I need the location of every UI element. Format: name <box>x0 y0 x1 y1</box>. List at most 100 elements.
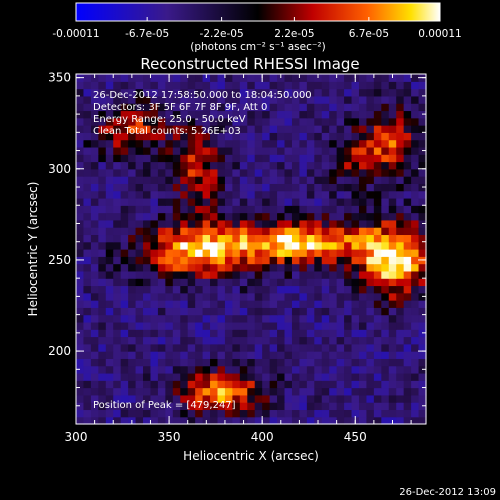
heatmap-pixel <box>239 176 248 184</box>
heatmap-pixel <box>98 365 107 374</box>
heatmap-pixel <box>83 190 92 199</box>
heatmap-pixel <box>128 205 137 214</box>
heatmap-pixel <box>396 110 405 119</box>
heatmap-pixel <box>262 227 271 236</box>
heatmap-pixel <box>403 161 412 170</box>
heatmap-pixel <box>321 212 330 221</box>
colorbar-tick-label: -0.00011 <box>52 28 99 40</box>
heatmap-pixel <box>157 212 166 221</box>
heatmap-pixel <box>165 227 174 236</box>
heatmap-pixel <box>329 125 338 133</box>
heatmap-pixel <box>366 351 375 359</box>
heatmap-pixel <box>239 351 248 359</box>
heatmap-pixel <box>135 256 144 265</box>
heatmap-pixel <box>150 343 159 352</box>
heatmap-pixel <box>291 314 301 323</box>
heatmap-pixel <box>329 132 338 141</box>
heatmap-pixel <box>157 409 166 418</box>
heatmap-pixel <box>165 197 174 206</box>
heatmap-pixel <box>373 125 382 133</box>
heatmap-pixel <box>396 278 405 287</box>
heatmap-pixel <box>336 81 345 90</box>
heatmap-pixel <box>329 256 338 265</box>
heatmap-pixel <box>411 270 420 279</box>
heatmap-pixel <box>210 125 219 133</box>
heatmap-pixel <box>187 117 196 126</box>
heatmap-pixel <box>128 285 137 294</box>
heatmap-pixel <box>105 307 114 316</box>
heatmap-pixel <box>306 183 315 192</box>
heatmap-pixel <box>217 110 226 119</box>
heatmap-pixel <box>314 402 323 411</box>
heatmap-pixel <box>344 300 353 308</box>
heatmap-pixel <box>284 278 293 287</box>
heatmap-pixel <box>254 139 263 148</box>
heatmap-pixel <box>254 285 263 294</box>
heatmap-pixel <box>128 234 137 243</box>
heatmap-pixel <box>210 285 219 294</box>
heatmap-pixel <box>128 88 137 97</box>
heatmap-pixel <box>381 110 390 119</box>
heatmap-pixel <box>299 168 308 177</box>
heatmap-pixel <box>202 183 211 192</box>
heatmap-pixel <box>217 154 226 163</box>
heatmap-pixel <box>150 183 159 192</box>
heatmap-pixel <box>247 117 256 126</box>
heatmap-pixel <box>143 336 152 345</box>
heatmap-pixel <box>172 197 181 206</box>
heatmap-pixel <box>381 329 390 338</box>
heatmap-pixel <box>403 183 412 192</box>
heatmap-pixel <box>202 402 211 411</box>
heatmap-pixel <box>277 161 286 170</box>
heatmap-pixel <box>314 394 323 403</box>
heatmap-pixel <box>180 132 189 141</box>
heatmap-pixel <box>254 351 263 359</box>
heatmap-pixel <box>120 321 129 330</box>
heatmap-pixel <box>366 358 375 367</box>
heatmap-pixel <box>76 278 85 287</box>
heatmap-pixel <box>381 176 390 184</box>
heatmap-pixel <box>202 197 211 206</box>
heatmap-pixel <box>336 219 345 228</box>
heatmap-pixel <box>411 212 420 221</box>
heatmap-pixel <box>210 190 219 199</box>
heatmap-pixel <box>83 146 92 155</box>
heatmap-pixel <box>403 168 412 177</box>
heatmap-pixel <box>172 292 181 301</box>
heatmap-pixel <box>336 117 345 126</box>
heatmap-pixel <box>358 358 368 367</box>
heatmap-pixel <box>113 190 122 199</box>
heatmap-pixel <box>90 343 99 352</box>
heatmap-pixel <box>344 292 353 301</box>
heatmap-pixel <box>329 329 338 338</box>
heatmap-pixel <box>358 95 368 104</box>
heatmap-pixel <box>329 117 338 126</box>
heatmap-pixel <box>299 125 308 133</box>
heatmap-pixel <box>247 139 256 148</box>
heatmap-pixel <box>373 219 382 228</box>
heatmap-pixel <box>262 234 271 243</box>
heatmap-pixel <box>314 358 323 367</box>
heatmap-pixel <box>247 278 256 287</box>
heatmap-pixel <box>232 227 241 236</box>
heatmap-pixel <box>306 103 315 112</box>
heatmap-pixel <box>291 117 301 126</box>
heatmap-pixel <box>262 321 271 330</box>
heatmap-pixel <box>388 380 397 389</box>
heatmap-pixel <box>411 161 420 170</box>
heatmap-pixel <box>76 351 85 359</box>
heatmap-pixel <box>299 161 308 170</box>
heatmap-pixel <box>195 110 204 119</box>
heatmap-pixel <box>187 95 196 104</box>
heatmap-pixel <box>98 88 107 97</box>
heatmap-pixel <box>381 234 390 243</box>
heatmap-pixel <box>239 402 248 411</box>
heatmap-pixel <box>143 176 152 184</box>
heatmap-pixel <box>262 241 271 250</box>
heatmap-pixel <box>232 263 241 272</box>
heatmap-pixel <box>277 81 286 90</box>
heatmap-pixel <box>366 263 375 272</box>
heatmap-pixel <box>373 380 382 389</box>
heatmap-pixel <box>336 321 345 330</box>
heatmap-pixel <box>157 292 166 301</box>
